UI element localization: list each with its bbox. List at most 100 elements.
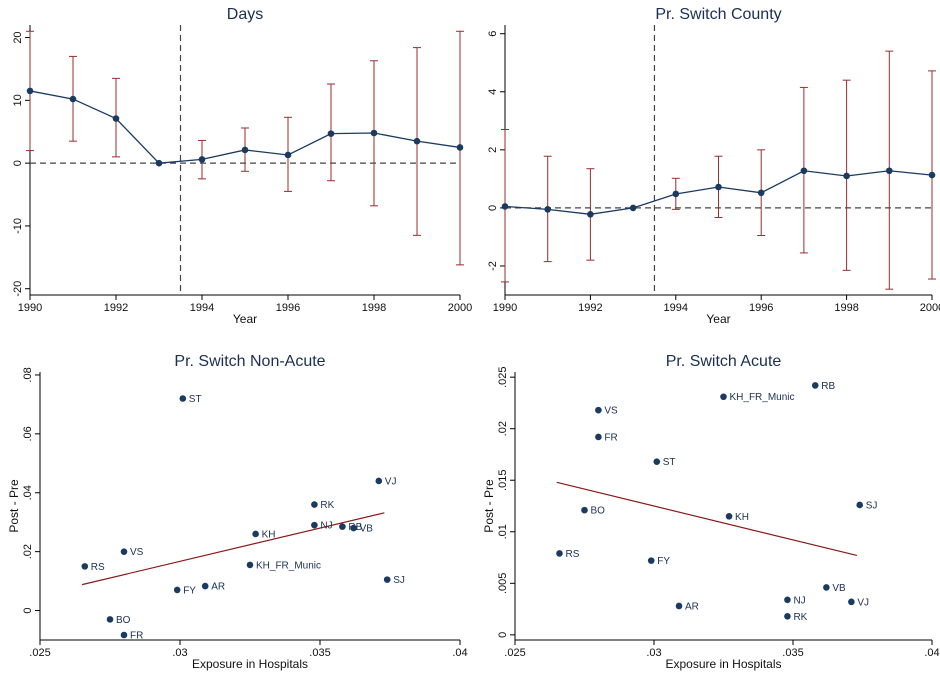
y-tick-label: .06: [22, 426, 34, 441]
point-label: SJ: [393, 575, 405, 586]
y-tick-label: 20: [12, 31, 24, 43]
y-tick-label: 6: [487, 31, 499, 37]
scatter-point: [784, 612, 791, 620]
y-tick-label: -10: [12, 218, 24, 234]
scatter-point: [653, 458, 661, 465]
scatter-point: [120, 631, 128, 639]
y-tick-label: .08: [22, 367, 34, 382]
data-point: [155, 159, 163, 167]
scatter-point: [581, 506, 588, 514]
x-tick-label: .04: [924, 647, 939, 659]
data-point: [501, 203, 509, 210]
x-tick-label: .04: [452, 647, 467, 659]
point-label: RS: [91, 562, 105, 573]
y-axis-label: Post - Pre: [482, 479, 496, 533]
chart-title: Pr. Switch Acute: [666, 353, 782, 370]
scatter-point: [246, 561, 254, 569]
scatter-point: [311, 521, 318, 529]
scatter-point: [339, 523, 346, 530]
x-tick-label: 1996: [749, 302, 773, 314]
data-point: [886, 167, 893, 175]
point-label: KH_FR_Munic: [256, 560, 321, 571]
scatter-point: [106, 616, 114, 623]
y-tick-label: .04: [22, 485, 34, 500]
data-point: [928, 171, 936, 179]
y-axis-label: Post - Pre: [7, 479, 21, 533]
point-label: AR: [211, 582, 225, 593]
point-label: RK: [793, 612, 807, 623]
data-point: [284, 151, 292, 159]
scatter-point: [179, 395, 187, 402]
scatter-point: [201, 582, 209, 590]
scatter-point: [823, 584, 830, 591]
fitted-line: [81, 512, 385, 586]
y-tick-label: .01: [497, 524, 509, 539]
y-tick-label: -20: [12, 281, 24, 297]
point-label: RS: [565, 549, 579, 560]
chart-title: Pr. Switch County: [655, 6, 781, 23]
y-tick-label: -2: [487, 261, 499, 271]
scatter-point: [120, 548, 128, 555]
point-label: BO: [591, 506, 606, 517]
data-point: [587, 210, 594, 218]
point-label: VS: [130, 547, 144, 558]
scatter-point: [81, 563, 89, 570]
point-label: NJ: [793, 595, 805, 606]
data-point: [26, 87, 34, 95]
point-label: AR: [685, 601, 699, 612]
scatter-point: [675, 602, 683, 610]
x-tick-label: 1998: [362, 302, 386, 314]
data-point: [198, 156, 206, 163]
x-tick-label: 1994: [190, 302, 214, 314]
chart-panel-1: Days 1990 1992 1994 1996 1998 2000 -20 -10 0 10 20 Y…: [12, 6, 472, 326]
data-point: [241, 146, 249, 154]
scatter-point: [556, 550, 563, 557]
scatter-point: [311, 501, 318, 508]
x-tick-label: 1996: [276, 302, 300, 314]
y-tick-label: 0: [12, 160, 24, 166]
x-tick-label: .035: [782, 647, 803, 659]
y-tick-label: .02: [497, 421, 509, 436]
x-tick-label: 1990: [18, 302, 42, 314]
chart-title: Pr. Switch Non-Acute: [174, 353, 325, 370]
x-tick-label: .025: [504, 647, 525, 659]
x-tick-label: 1990: [493, 302, 517, 314]
point-label: KH: [735, 512, 749, 523]
data-point: [69, 95, 77, 103]
y-tick-label: 4: [487, 89, 499, 95]
scatter-point: [252, 530, 259, 538]
scatter-point: [350, 524, 357, 532]
data-point: [327, 130, 335, 137]
scatter-point: [725, 513, 733, 520]
point-label: VB: [832, 583, 846, 594]
point-label: FY: [657, 556, 670, 567]
y-tick-label: 0: [487, 205, 499, 211]
chart-title: Days: [227, 6, 263, 23]
data-point: [456, 144, 464, 151]
point-label: ST: [663, 457, 676, 468]
x-tick-label: .03: [646, 647, 661, 659]
scatter-point: [720, 393, 727, 401]
data-point: [672, 190, 680, 198]
point-label: VJ: [385, 476, 397, 487]
chart-panel-2: Pr. Switch County 1990 1992 1994 1996 1998 200…: [487, 6, 940, 326]
x-tick-label: .025: [29, 647, 50, 659]
y-tick-label: .005: [497, 573, 509, 594]
data-point: [715, 183, 722, 191]
scatter-point: [647, 557, 655, 564]
fitted-line: [556, 481, 858, 557]
x-tick-label: 1992: [578, 302, 602, 314]
data-point: [757, 189, 765, 197]
x-tick-label: 1994: [664, 302, 688, 314]
y-tick-label: .02: [22, 544, 34, 559]
point-label: KH_FR_Munic: [730, 392, 795, 403]
scatter-point: [375, 477, 383, 485]
x-axis-label: Exposure in Hospitals: [192, 657, 308, 671]
scatter-point: [595, 406, 602, 414]
data-point: [629, 204, 637, 212]
data-point: [843, 172, 850, 180]
y-tick-label: .025: [497, 366, 509, 387]
x-tick-label: .03: [172, 647, 187, 659]
data-point: [544, 206, 551, 213]
